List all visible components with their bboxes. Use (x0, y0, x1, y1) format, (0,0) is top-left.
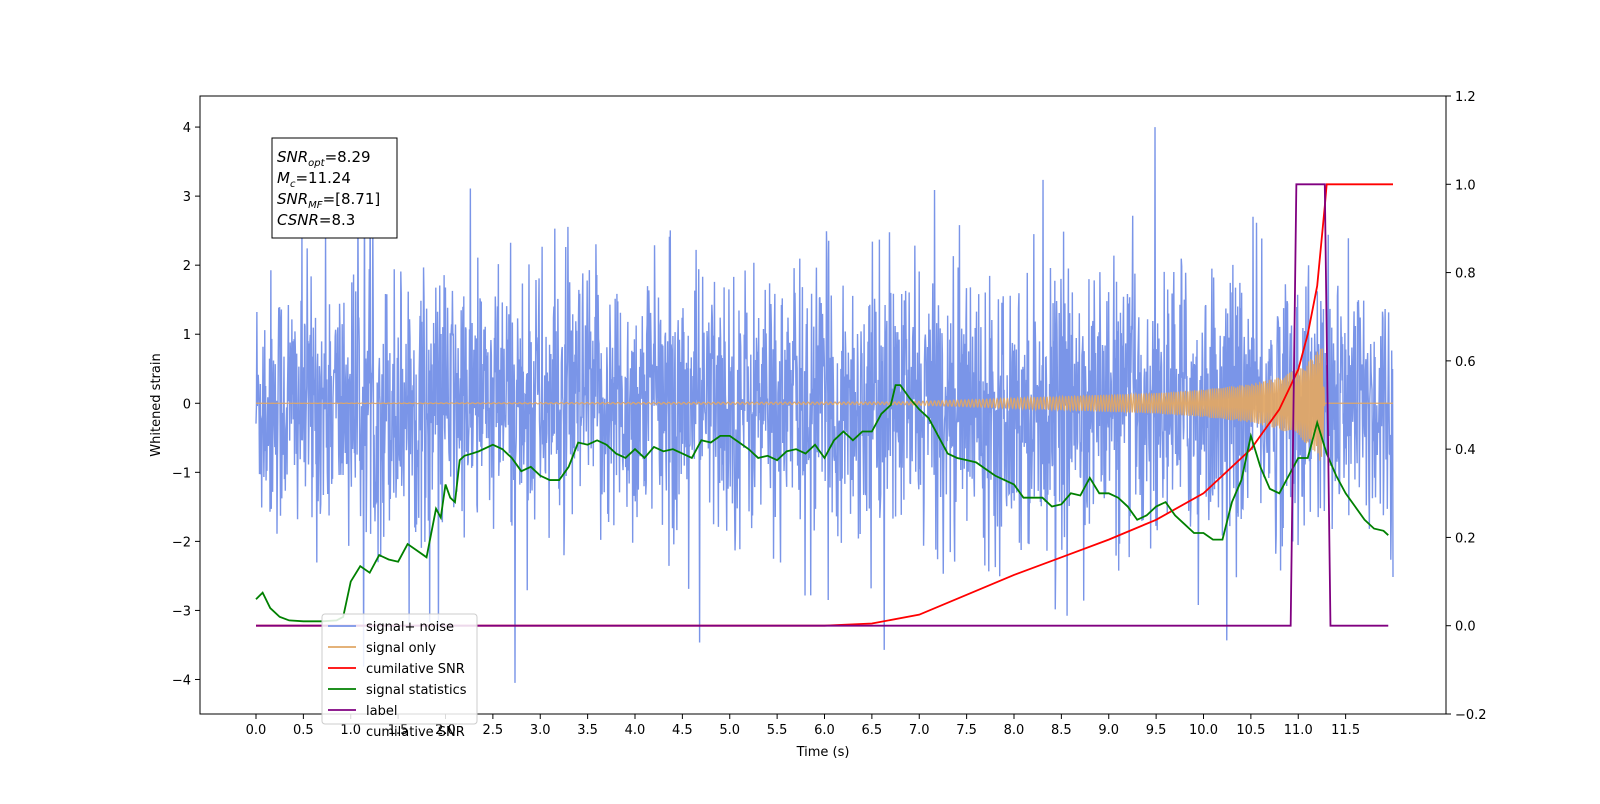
series-group (255, 127, 1394, 683)
y2-tick-label: 0.6 (1455, 355, 1476, 370)
series-signal-only-line (256, 348, 1393, 461)
x-tick-label: 6.5 (862, 723, 883, 738)
plot-area-frame (199, 95, 1447, 715)
x-tick-label: 10.5 (1236, 723, 1265, 738)
annotation-line: Mc=11.24 (277, 169, 351, 190)
y-tick-label: −4 (172, 673, 191, 688)
x-tick-label: 0.0 (246, 723, 267, 738)
legend-label: signal statistics (366, 683, 467, 698)
x-tick-label: 7.5 (956, 723, 977, 738)
y-tick-label: 4 (183, 121, 191, 136)
x-tick-label: 9.5 (1146, 723, 1167, 738)
legend-frame (321, 613, 478, 725)
x-tick-label: 5.0 (719, 723, 740, 738)
y-tick-label: 2 (183, 259, 191, 274)
x-tick-label: 5.5 (767, 723, 788, 738)
x-axis: 0.0 0.5 1.0 1.5 2.0 2.5 3.0 3.5 4.0 4.5 5.0 5.5 6.0 6… (246, 714, 1360, 738)
y-tick-label: 1 (183, 328, 191, 343)
x-tick-label: 2.5 (483, 723, 504, 738)
y2-tick-label: 1.2 (1455, 90, 1476, 105)
x-tick-label: 8.5 (1051, 723, 1072, 738)
x-tick-label: 1.0 (340, 723, 361, 738)
x-tick-label: 11.0 (1284, 723, 1313, 738)
series-signal-statistics-line (255, 384, 1389, 623)
legend-label: signal+ noise (366, 620, 454, 635)
y-tick-label: 3 (183, 190, 191, 205)
series-cumulative-snr-line (256, 183, 1393, 627)
series-signal-noise-line (255, 127, 1394, 683)
x-tick-label: 6.0 (814, 723, 835, 738)
x-tick-label: 3.0 (530, 723, 551, 738)
y2-tick-label: 0.4 (1455, 443, 1476, 458)
y2-tick-label: 0.8 (1455, 267, 1476, 282)
annotation-line: SNRMF=[8.71] (277, 190, 380, 211)
legend-label: cumilative SNR (366, 662, 465, 677)
y-tick-label: −2 (172, 535, 191, 550)
x-tick-label: 9.0 (1098, 723, 1119, 738)
legend-label: label (366, 704, 397, 719)
y2-tick-label: 1.0 (1455, 178, 1476, 193)
legend-label: cumilative SNR (366, 725, 465, 740)
y-tick-label: −3 (172, 604, 191, 619)
x-tick-label: 4.0 (625, 723, 646, 738)
y-axis-right: 1.2 1.0 0.8 0.6 0.4 0.2 0.0 −0.2 (1446, 90, 1487, 723)
x-tick-label: 0.5 (293, 723, 314, 738)
x-tick-label: 1.5 (388, 723, 409, 738)
x-tick-label: 10.0 (1189, 723, 1218, 738)
y2-tick-label: 0.2 (1455, 531, 1476, 546)
series-label-line (256, 183, 1389, 627)
y-axis-label: Whitened strain (149, 353, 164, 456)
y2-tick-label: −0.2 (1455, 708, 1487, 723)
legend: signal+ noise signal only cumilative SNR si… (321, 613, 478, 740)
y-tick-label: −1 (172, 466, 191, 481)
annotation-line: CSNR=8.3 (277, 211, 355, 229)
x-tick-label: 3.5 (577, 723, 598, 738)
x-tick-label: 11.5 (1331, 723, 1360, 738)
x-tick-label: 4.5 (672, 723, 693, 738)
x-tick-label: 8.0 (1004, 723, 1025, 738)
annotation-line: SNRopt=8.29 (277, 148, 371, 169)
x-tick-label: 2.0 (435, 723, 456, 738)
y2-tick-label: 0.0 (1455, 620, 1476, 635)
x-tick-label: 7.0 (909, 723, 930, 738)
y-axis-left: 4 3 2 1 0 −1 −2 −3 −4 (172, 121, 200, 688)
legend-label: signal only (366, 641, 436, 656)
y-tick-label: 0 (183, 397, 191, 412)
annotation-frame (271, 137, 398, 239)
x-axis-label: Time (s) (796, 745, 850, 760)
